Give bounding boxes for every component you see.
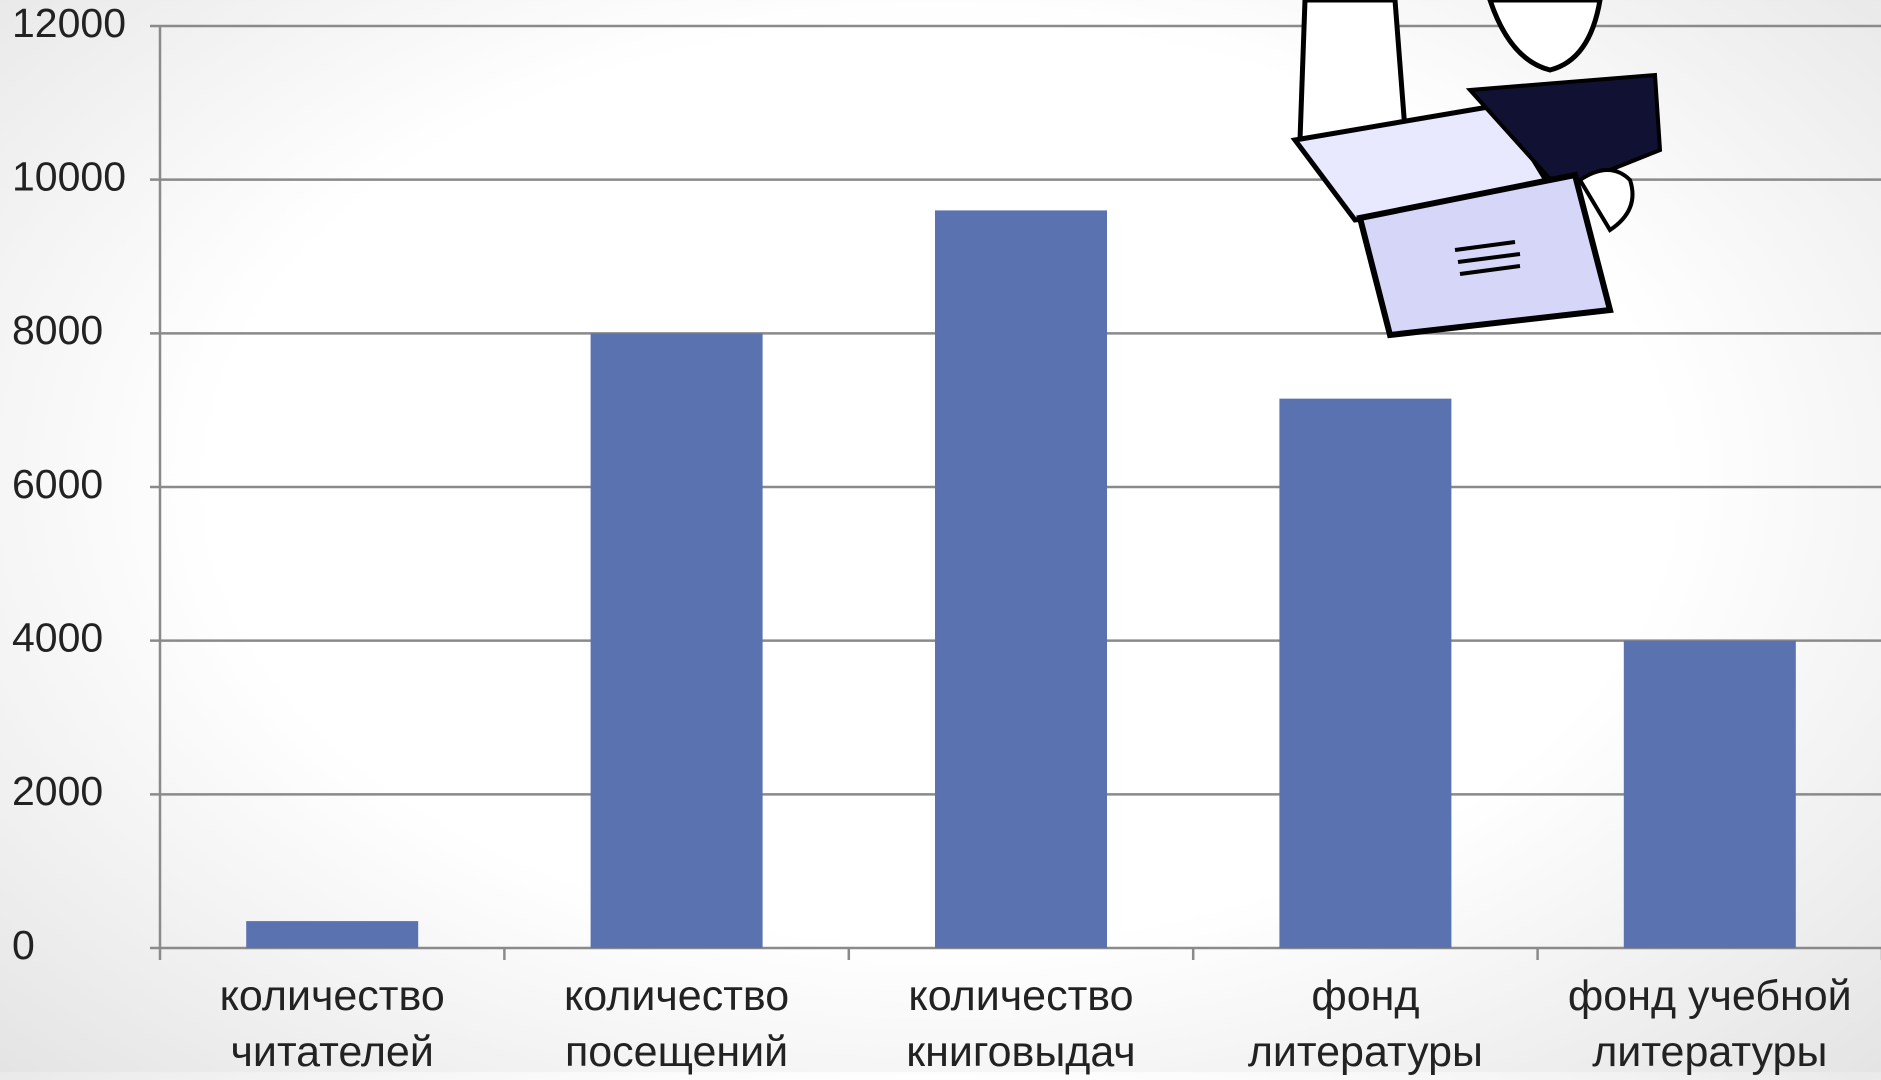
cartoon: [1290, 0, 1663, 339]
bar: [1279, 398, 1452, 948]
x-tick-label: количество посещений: [564, 972, 790, 1076]
bar: [1623, 640, 1796, 948]
y-tick-label: 12000: [12, 0, 126, 46]
x-tick-label: количество читателей: [219, 972, 445, 1076]
y-tick-label: 6000: [12, 461, 103, 507]
y-tick-label: 2000: [12, 768, 103, 814]
y-tick-label: 10000: [12, 153, 126, 199]
bar: [246, 921, 419, 948]
y-tick-label: 8000: [12, 307, 103, 353]
bar: [590, 333, 763, 948]
bar: [935, 210, 1107, 948]
y-tick-label: 0: [12, 922, 35, 968]
x-tick-label: количество книговыдач: [906, 972, 1136, 1076]
x-tick-label: фонд учебной литературы: [1567, 972, 1852, 1076]
y-tick-label: 4000: [12, 614, 103, 660]
x-tick-label: фонд литературы: [1247, 972, 1483, 1076]
